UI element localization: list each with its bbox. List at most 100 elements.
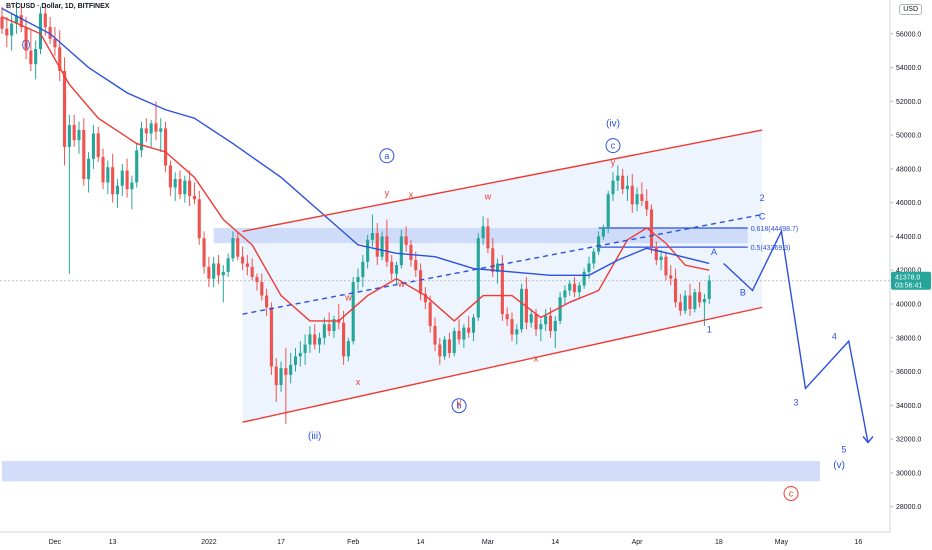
candle-body: [621, 175, 625, 190]
x-tick-label: 16: [854, 539, 862, 546]
candle-body: [462, 327, 466, 340]
y-tick-label: 32000.0: [896, 437, 921, 444]
candle-body: [250, 266, 254, 277]
candle-body: [48, 27, 52, 39]
x-tick-label: 14: [417, 539, 425, 546]
candle-body: [563, 290, 567, 298]
wave-label: (v): [833, 460, 845, 471]
candle-body: [678, 302, 682, 311]
candle-body: [544, 315, 548, 325]
candle-body: [125, 170, 129, 190]
candle-body: [361, 261, 365, 277]
candle-body: [327, 324, 331, 332]
candle-body: [317, 337, 322, 345]
price-badge: [891, 271, 931, 290]
candle-body: [438, 344, 442, 357]
candle-body: [625, 185, 630, 190]
x-tick-label: May: [775, 539, 789, 546]
projection-arrow: [862, 436, 874, 444]
candle-body: [447, 339, 451, 353]
candle-body: [231, 238, 235, 259]
candle-body: [698, 292, 702, 303]
candle-body: [313, 334, 317, 345]
candle-body: [188, 180, 192, 196]
y-tick-label: 40000.0: [896, 302, 921, 309]
candle-body: [635, 194, 639, 205]
wave-label: 2: [760, 193, 765, 203]
candle-body: [154, 123, 158, 132]
candle-body: [390, 261, 394, 274]
currency-badge[interactable]: USD: [899, 4, 922, 15]
symbol-header: BTCUSD · Dollar, 1D, BITFINEX: [6, 3, 110, 10]
candle-body: [130, 182, 134, 190]
candle-body: [24, 27, 28, 51]
wave-label: b: [457, 401, 462, 411]
candle-body: [289, 364, 293, 375]
candle-body: [630, 185, 634, 205]
candle-body: [173, 179, 177, 188]
candle-body: [419, 270, 423, 294]
candle-body: [58, 47, 62, 71]
wave-label: y: [457, 397, 462, 407]
fib-label-0: 0.618(44498.7): [751, 226, 798, 233]
candle-body: [178, 179, 182, 195]
candle-body: [597, 236, 601, 252]
candle-body: [236, 238, 240, 257]
candle-body: [370, 233, 375, 240]
x-tick-label: Dec: [49, 539, 62, 546]
candle-body: [601, 228, 605, 237]
candle-body: [582, 271, 586, 286]
candle-body: [34, 48, 38, 65]
candle-body: [351, 282, 355, 342]
wave-label: (iii): [308, 431, 321, 442]
candle-body: [606, 194, 610, 228]
candle-body: [366, 239, 370, 262]
wave-label: A: [711, 247, 717, 257]
moving-average-1: [1, 7, 710, 276]
candle-body: [5, 28, 9, 36]
candle-body: [572, 283, 577, 293]
x-tick-label: 18: [715, 539, 723, 546]
candle-body: [77, 130, 81, 141]
y-tick-label: 28000.0: [896, 504, 921, 511]
candle-body: [688, 295, 692, 310]
x-tick-label: 14: [551, 539, 559, 546]
candle-body: [298, 352, 302, 357]
wave-label: x: [534, 353, 539, 363]
candle-body: [486, 226, 490, 249]
candle-body: [260, 282, 264, 296]
candle-body: [616, 175, 620, 181]
x-tick-label: 13: [109, 539, 117, 546]
candle-body: [197, 199, 201, 239]
y-tick-label: 30000.0: [896, 470, 921, 477]
candle-body: [592, 251, 596, 264]
trendline-2: [242, 213, 763, 315]
candle-body: [611, 180, 615, 195]
candle-body: [106, 167, 110, 183]
candle-body: [481, 226, 485, 239]
candle-body: [399, 236, 403, 266]
wave-label: 5: [841, 445, 846, 455]
candle-body: [279, 368, 283, 386]
moving-average-0: [1, 16, 710, 322]
candle-body: [553, 320, 557, 332]
candle-body: [515, 329, 519, 335]
y-tick-label: 46000.0: [896, 200, 921, 207]
candle-body: [322, 324, 326, 338]
candle-body: [683, 295, 687, 311]
candle-body: [534, 314, 538, 330]
candle-body: [529, 314, 533, 323]
candle-body: [640, 194, 644, 201]
candle-body: [135, 150, 139, 183]
y-tick-label: 44000.0: [896, 234, 921, 241]
candle-body: [120, 170, 124, 186]
candle-body: [548, 315, 553, 332]
candle-body: [67, 124, 71, 147]
candle-body: [443, 339, 447, 357]
candle-body: [664, 256, 668, 276]
candle-body: [433, 325, 437, 345]
candle-body: [558, 297, 562, 321]
candle-body: [452, 331, 456, 353]
